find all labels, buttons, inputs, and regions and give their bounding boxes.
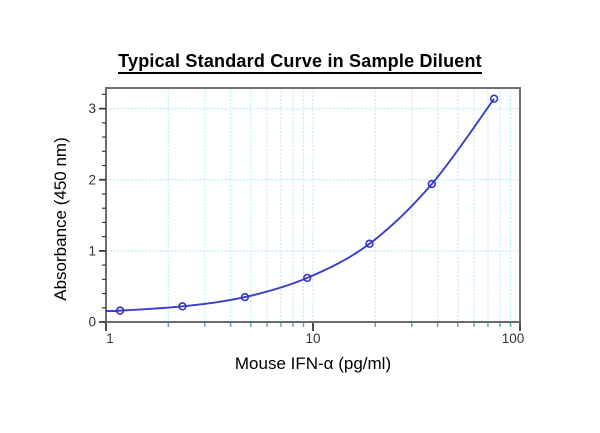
x-tick-label: 1 bbox=[106, 331, 114, 346]
data-point-marker bbox=[427, 179, 437, 189]
data-point-marker bbox=[365, 239, 374, 248]
data-point-marker bbox=[489, 94, 499, 103]
standard-curve-line bbox=[105, 98, 495, 313]
data-point-marker bbox=[240, 292, 250, 302]
y-tick-label: 2 bbox=[88, 172, 96, 187]
data-points bbox=[115, 94, 499, 315]
plot-gridlines bbox=[106, 88, 520, 322]
data-point-marker bbox=[178, 302, 187, 311]
plot-border bbox=[105, 87, 521, 323]
x-tick-label: 10 bbox=[305, 331, 320, 346]
plot-frame bbox=[105, 87, 521, 323]
x-axis-label: Mouse IFN-α (pg/ml) bbox=[234, 354, 392, 373]
x-tick-label: 100 bbox=[502, 331, 525, 346]
chart-title: Typical Standard Curve in Sample Diluent bbox=[118, 51, 482, 74]
data-point-marker bbox=[303, 273, 312, 283]
data-point-marker bbox=[115, 306, 125, 315]
y-tick-label: 3 bbox=[88, 101, 96, 116]
y-tick-label: 0 bbox=[88, 315, 96, 330]
y-tick-label: 1 bbox=[88, 243, 96, 258]
axis-ticks bbox=[99, 93, 521, 331]
curve bbox=[105, 98, 495, 313]
chart-title-row: Typical Standard Curve in Sample Diluent bbox=[0, 51, 600, 74]
